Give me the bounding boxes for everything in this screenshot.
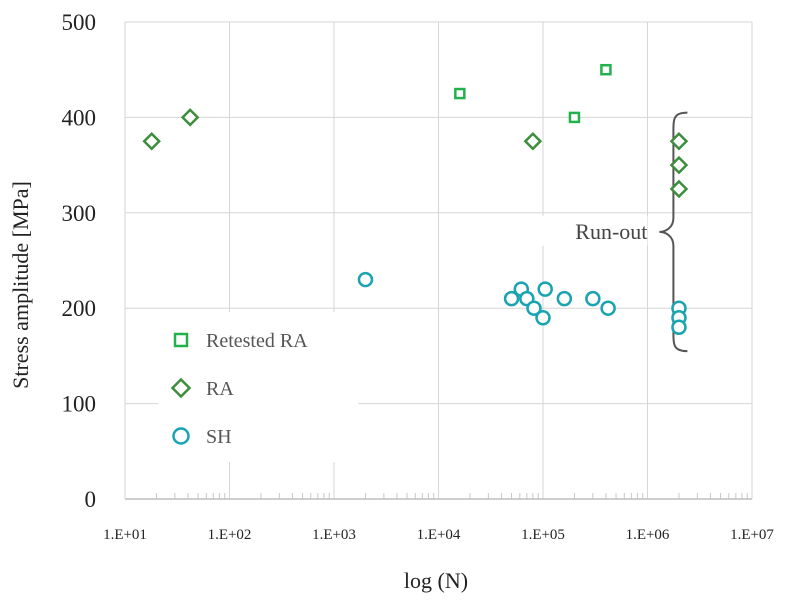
data-point-circle	[357, 271, 374, 288]
data-point-diamond	[523, 131, 543, 151]
data-point-diamond	[669, 155, 689, 175]
data-point-circle	[526, 300, 542, 316]
data-point-circle	[600, 300, 616, 316]
y-tick-label: 100	[62, 392, 97, 417]
y-tick-label: 0	[85, 487, 97, 512]
legend: Retested RA RA SH	[158, 312, 358, 462]
data-point-circle	[556, 290, 573, 307]
x-axis-ticks: 1.E+01 1.E+02 1.E+03 1.E+04 1.E+05 1.E+06 1.E+…	[103, 527, 774, 543]
data-point-diamond	[180, 108, 200, 127]
legend-label: RA	[206, 378, 234, 400]
legend-label: Retested RA	[206, 330, 308, 352]
x-tick-label: 1.E+07	[730, 527, 774, 543]
legend-marker-diamond	[170, 377, 192, 399]
data-point-square	[454, 87, 466, 100]
data-point-circle	[503, 290, 520, 307]
run-out-annotation: Run-out	[527, 111, 688, 353]
data-point-circle	[537, 281, 553, 297]
legend-label: SH	[206, 426, 232, 448]
x-tick-label: 1.E+02	[208, 527, 252, 543]
data-point-square	[600, 63, 612, 76]
plot-frame	[124, 22, 752, 500]
y-tick-label: 400	[62, 105, 97, 130]
grid	[124, 21, 753, 500]
x-tick-label: 1.E+01	[103, 527, 147, 543]
run-out-label: Run-out	[575, 219, 647, 244]
y-axis-title: Stress amplitude [MPa]	[8, 181, 33, 389]
y-tick-label: 200	[62, 296, 97, 321]
data-point-square	[568, 111, 581, 124]
data-points	[142, 63, 689, 336]
y-tick-label: 300	[62, 201, 97, 226]
data-point-diamond	[669, 179, 689, 199]
legend-marker-square	[173, 332, 189, 348]
y-axis-ticks: 0 100 200 300 400 500	[62, 10, 97, 512]
data-point-diamond	[142, 131, 161, 151]
y-tick-label: 500	[62, 10, 97, 35]
x-tick-label: 1.E+06	[626, 527, 670, 543]
run-out-label-background	[527, 215, 648, 246]
data-point-circle	[585, 290, 601, 307]
data-point-circle	[671, 319, 687, 336]
x-tick-label: 1.E+05	[521, 527, 565, 543]
x-tick-label: 1.E+03	[312, 527, 356, 543]
x-tick-label: 1.E+04	[417, 527, 461, 543]
legend-marker-circle	[172, 427, 190, 445]
legend-background	[158, 312, 358, 462]
data-point-circle	[535, 309, 551, 326]
data-point-diamond	[669, 131, 689, 151]
x-axis-title: log (N)	[404, 568, 468, 593]
